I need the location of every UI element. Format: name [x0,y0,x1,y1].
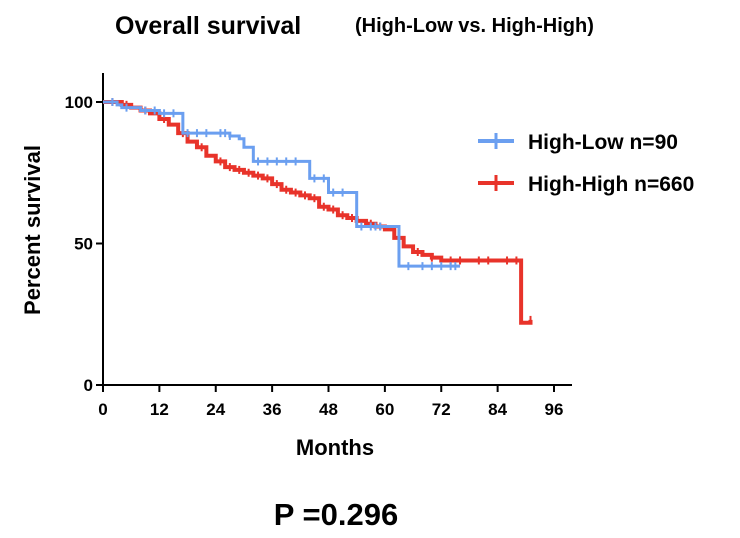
x-tick-label: 72 [432,400,451,419]
x-tick-label: 36 [263,400,282,419]
legend-label-high-low: High-Low n=90 [528,131,678,154]
survival-curve-high-low [103,100,461,268]
survival-curve-high-high [103,100,533,325]
y-tick-label: 100 [65,93,93,112]
x-tick-label: 24 [206,400,225,419]
x-tick-label: 84 [488,400,507,419]
y-tick-label: 50 [74,235,93,254]
x-tick-label: 60 [375,400,394,419]
y-axis-ticks: 0 50 100 [65,93,103,395]
x-tick-label: 12 [150,400,169,419]
series-layer [103,98,533,325]
legend-label-high-high: High-High n=660 [528,173,694,196]
chart-title: Overall survival [115,12,301,40]
x-axis-ticks: 0 12 24 36 48 60 72 84 96 [98,385,563,419]
x-tick-label: 0 [98,400,107,419]
chart-subtitle: (High-Low vs. High-High) [355,15,594,37]
x-tick-label: 48 [319,400,338,419]
p-value-annotation: P =0.296 [274,497,398,532]
x-axis-label: Months [296,435,374,460]
y-tick-label: 0 [84,376,93,395]
plot-area: 0 50 100 0 12 24 36 48 60 72 84 96 [65,73,572,419]
x-tick-label: 96 [545,400,564,419]
y-axis-label: Percent survival [20,145,45,315]
legend: High-Low n=90 High-High n=660 [478,131,694,196]
